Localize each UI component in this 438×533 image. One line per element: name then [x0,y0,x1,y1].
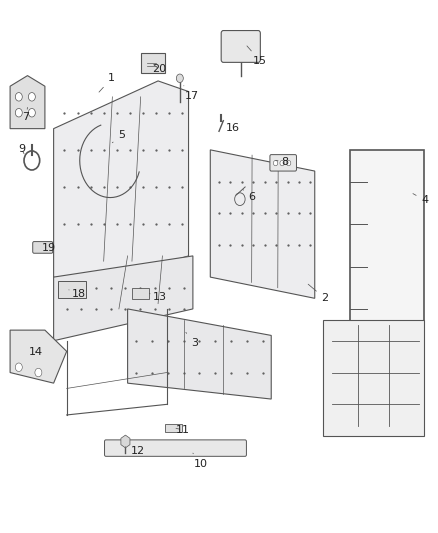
Text: 16: 16 [221,120,240,133]
Text: 2: 2 [308,284,328,303]
Text: 18: 18 [69,289,86,299]
Bar [132,288,149,300]
Text: 5: 5 [112,130,125,143]
Circle shape [280,160,284,166]
FancyBboxPatch shape [105,440,247,456]
Bar [165,424,182,432]
Text: 11: 11 [176,425,190,435]
Polygon shape [323,319,424,436]
Polygon shape [127,309,271,399]
Text: 9: 9 [18,144,25,154]
Polygon shape [53,81,188,288]
Circle shape [15,93,22,101]
Bar [58,281,86,298]
Circle shape [35,368,42,377]
Text: 20: 20 [152,64,166,74]
Text: 4: 4 [413,193,428,205]
Text: 7: 7 [22,108,29,122]
Text: 6: 6 [243,190,256,201]
Text: 17: 17 [184,86,199,101]
Text: 10: 10 [193,453,208,469]
Text: 12: 12 [125,446,145,456]
Text: 14: 14 [28,348,42,358]
Text: 13: 13 [149,292,167,302]
Polygon shape [53,256,193,341]
FancyBboxPatch shape [221,30,260,62]
Text: 8: 8 [276,157,288,166]
Polygon shape [10,76,45,128]
Text: 1: 1 [99,73,115,92]
Text: 19: 19 [42,243,56,253]
Bar [141,53,165,73]
Circle shape [28,109,35,117]
Circle shape [177,74,184,83]
Circle shape [273,160,278,166]
Circle shape [286,160,291,166]
Circle shape [15,109,22,117]
Polygon shape [210,150,315,298]
Circle shape [15,363,22,372]
Polygon shape [350,150,424,346]
Text: 3: 3 [186,333,198,349]
FancyBboxPatch shape [33,241,53,253]
Polygon shape [10,330,67,383]
Circle shape [28,93,35,101]
FancyBboxPatch shape [270,155,297,171]
Text: 15: 15 [247,46,267,66]
